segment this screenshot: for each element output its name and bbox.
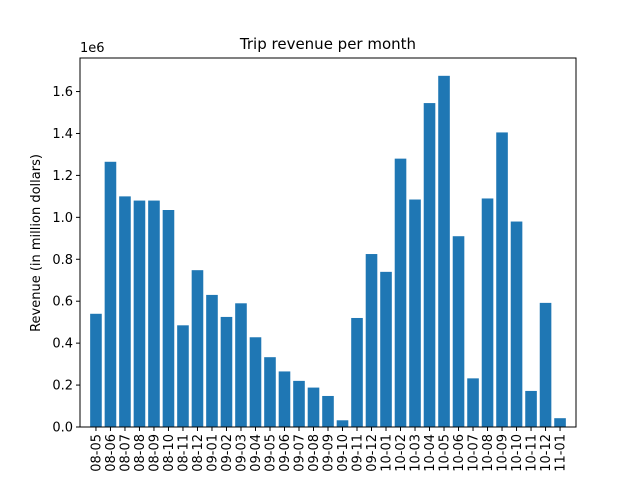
- x-tick-label: 10-03: [409, 434, 424, 472]
- bar-09-04: [249, 337, 262, 427]
- chart-title: Trip revenue per month: [239, 35, 416, 53]
- x-tick-label: 10-04: [423, 434, 438, 472]
- x-tick-label: 08-10: [162, 434, 177, 472]
- x-tick-label: 10-06: [452, 434, 467, 472]
- bar-09-09: [322, 395, 334, 427]
- bar-10-11: [525, 390, 537, 427]
- x-tick-label: 10-05: [438, 434, 453, 472]
- x-tick-label: 09-06: [278, 434, 293, 472]
- y-axis-label: Revenue (in million dollars): [29, 154, 44, 332]
- x-tick-label: 08-07: [118, 434, 133, 472]
- bar-08-06: [104, 161, 117, 427]
- x-tick-label: 09-02: [220, 434, 235, 472]
- bar-10-06: [452, 236, 465, 427]
- x-tick-label: 09-12: [365, 434, 380, 472]
- bar-09-03: [235, 303, 247, 427]
- x-tick-label: 09-04: [249, 434, 264, 472]
- bar-09-01: [206, 294, 218, 427]
- x-tick-label: 11-01: [554, 434, 569, 472]
- x-tick-label: 10-11: [525, 434, 540, 472]
- bar-11-01: [554, 418, 566, 427]
- y-tick-label: 0.8: [52, 253, 73, 268]
- bar-10-03: [409, 199, 421, 427]
- x-tick-label: 10-09: [496, 434, 511, 472]
- bar-10-02: [394, 158, 407, 428]
- bar-10-01: [380, 271, 392, 427]
- y-tick-label: 1.6: [52, 85, 73, 100]
- bar-09-07: [293, 380, 305, 427]
- plot-frame: [79, 57, 577, 428]
- x-tick-label: 08-11: [176, 434, 191, 472]
- bar-08-08: [133, 200, 146, 427]
- bar-09-05: [264, 357, 276, 427]
- x-tick-label: 09-09: [322, 434, 337, 472]
- bar-10-08: [481, 198, 494, 427]
- x-tick-label: 08-08: [133, 434, 148, 472]
- bar-09-02: [220, 316, 233, 427]
- bar-09-12: [365, 254, 378, 427]
- bar-09-10: [336, 420, 349, 427]
- y-tick-label: 1.0: [52, 211, 73, 226]
- x-tick-label: 09-05: [263, 434, 278, 472]
- y-axis-ticks: 0.0 0.2 0.4 0.6 0.8 1.0 1.2 1.4 1.6: [52, 85, 80, 436]
- x-tick-label: 08-09: [147, 434, 162, 472]
- bar-08-10: [162, 210, 175, 427]
- bar-10-04: [423, 103, 436, 427]
- x-tick-label: 10-08: [481, 434, 496, 472]
- bar-08-05: [90, 313, 102, 427]
- bar-09-06: [278, 371, 291, 427]
- y-tick-label: 1.4: [52, 127, 73, 142]
- bar-10-07: [467, 378, 479, 427]
- x-tick-label: 10-01: [380, 434, 395, 472]
- bar-08-11: [177, 325, 189, 427]
- bar-08-12: [191, 270, 204, 427]
- x-tick-label: 09-03: [234, 434, 249, 472]
- x-tick-label: 08-12: [191, 434, 206, 472]
- x-tick-label: 10-10: [510, 434, 525, 472]
- y-axis-scale-label: 1e6: [80, 41, 105, 56]
- x-tick-label: 09-08: [307, 434, 322, 472]
- bar-09-08: [307, 387, 320, 427]
- x-tick-label: 09-10: [336, 434, 351, 472]
- bar-09-11: [351, 317, 363, 427]
- x-tick-label: 09-01: [205, 434, 220, 472]
- bar-10-09: [496, 132, 508, 428]
- y-tick-label: 1.2: [52, 169, 73, 184]
- y-tick-label: 0.0: [52, 421, 73, 436]
- bar-10-12: [539, 302, 552, 427]
- x-tick-label: 08-05: [89, 434, 104, 472]
- y-tick-label: 0.6: [52, 295, 73, 310]
- x-tick-label: 10-02: [394, 434, 409, 472]
- bar-08-07: [119, 196, 131, 427]
- x-tick-label: 09-11: [351, 434, 366, 472]
- bar-10-10: [510, 221, 523, 427]
- x-axis-ticks: 08-05 08-06 08-07 08-08 08-09 08-10 08-11 08-12…: [89, 427, 569, 472]
- bars: [90, 75, 566, 428]
- bar-08-09: [148, 200, 160, 427]
- x-tick-label: 10-12: [539, 434, 554, 472]
- x-tick-label: 10-07: [467, 434, 482, 472]
- y-tick-label: 0.2: [52, 379, 73, 394]
- y-tick-label: 0.4: [52, 337, 73, 352]
- x-tick-label: 08-06: [104, 434, 119, 472]
- bar-10-05: [438, 75, 450, 428]
- x-tick-label: 09-07: [292, 434, 307, 472]
